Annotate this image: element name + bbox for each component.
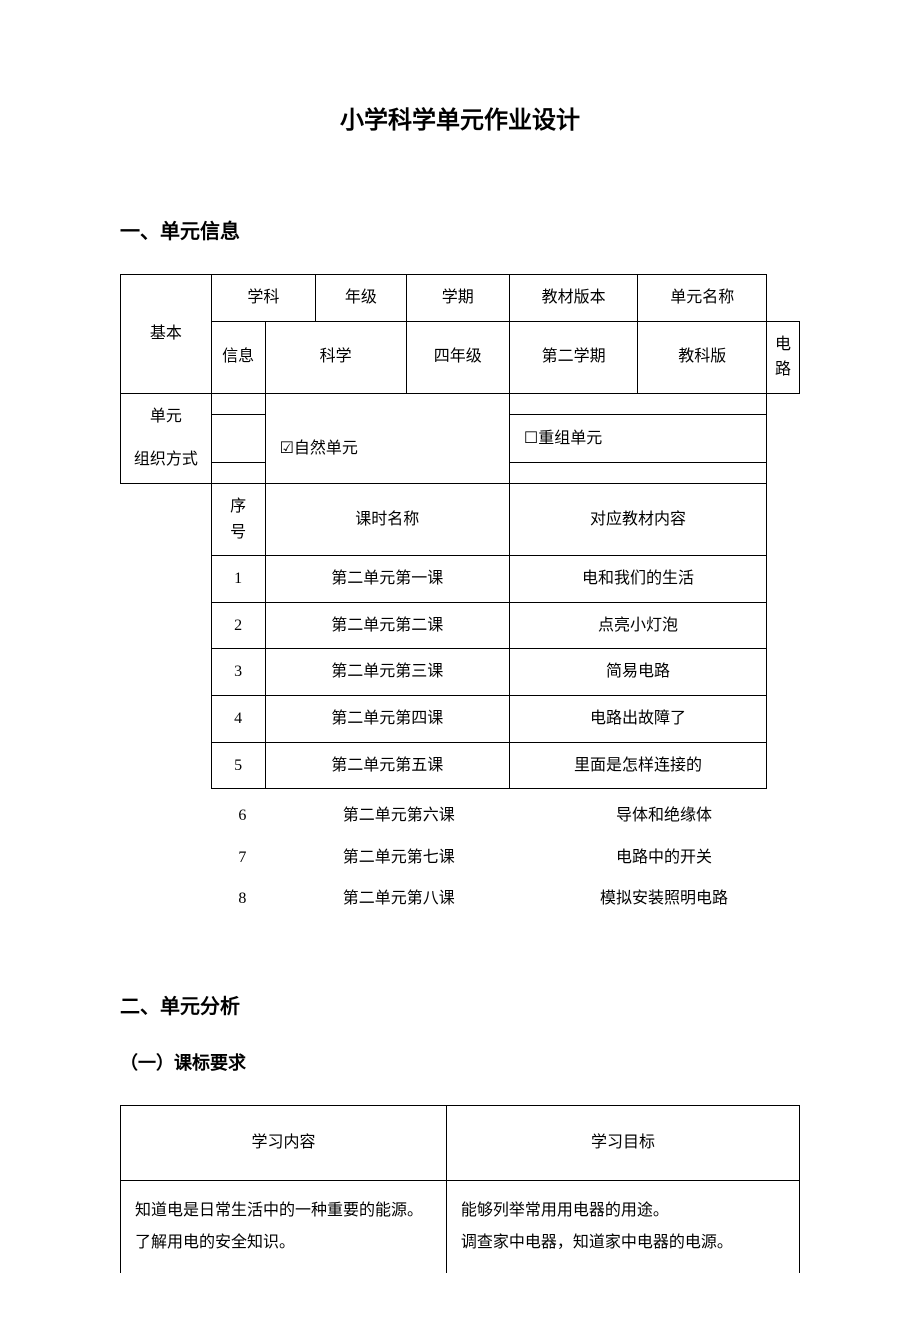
empty-cell	[265, 393, 509, 414]
empty-cell	[211, 414, 265, 462]
page-title: 小学科学单元作业设计	[120, 100, 800, 135]
lesson-content: 电和我们的生活	[509, 556, 766, 603]
empty-side	[121, 649, 212, 696]
info-label: 信息	[211, 321, 265, 393]
empty-cell	[211, 462, 265, 483]
lesson-content: 电路中的开关	[528, 837, 800, 879]
lesson-name: 第二单元第四课	[265, 695, 509, 742]
lesson-name: 第二单元第八课	[270, 878, 528, 920]
unit-info-table: 基本 学科 年级 学期 教材版本 单元名称 信息 科学 四年级 第二学期 教科版…	[120, 274, 800, 789]
header-grade: 年级	[316, 275, 407, 322]
lesson-seq: 1	[211, 556, 265, 603]
lesson-content: 导体和绝缘体	[528, 795, 800, 837]
lesson-name: 第二单元第二课	[265, 602, 509, 649]
lesson-seq: 5	[211, 742, 265, 789]
unit-org-label: 单元 组织方式	[121, 393, 212, 483]
standard-table: 学习内容 学习目标 知道电是日常生活中的一种重要的能源。了解用电的安全知识。 能…	[120, 1105, 800, 1273]
checkbox-reorg: ☐重组单元	[509, 414, 766, 462]
value-grade: 四年级	[406, 321, 509, 393]
lesson-content: 简易电路	[509, 649, 766, 696]
lesson-name: 第二单元第一课	[265, 556, 509, 603]
section-1-heading: 一、单元信息	[120, 215, 800, 244]
lesson-seq: 3	[211, 649, 265, 696]
lesson-name: 第二单元第三课	[265, 649, 509, 696]
extra-lessons-table: 6 第二单元第六课 导体和绝缘体 7 第二单元第七课 电路中的开关 8 第二单元…	[120, 795, 800, 920]
header-textbook: 教材版本	[509, 275, 638, 322]
value-textbook: 教科版	[638, 321, 767, 393]
value-unitname: 电路	[766, 321, 799, 393]
section-2-heading: 二、单元分析	[120, 990, 800, 1019]
header-semester: 学期	[406, 275, 509, 322]
empty-side	[121, 602, 212, 649]
lesson-seq: 6	[215, 795, 269, 837]
empty-side	[120, 837, 215, 879]
empty-side	[121, 742, 212, 789]
lesson-content: 电路出故障了	[509, 695, 766, 742]
empty-side	[121, 556, 212, 603]
empty-cell	[211, 393, 265, 414]
header-lesson-name: 课时名称	[265, 483, 509, 555]
lesson-content: 模拟安装照明电路	[528, 878, 800, 920]
lesson-name: 第二单元第七课	[270, 837, 528, 879]
learn-content-1: 知道电是日常生活中的一种重要的能源。了解用电的安全知识。	[121, 1180, 447, 1273]
empty-cell	[509, 393, 766, 414]
lesson-seq: 2	[211, 602, 265, 649]
lesson-name: 第二单元第六课	[270, 795, 528, 837]
unit-label-text: 单元	[129, 404, 203, 430]
lesson-content: 里面是怎样连接的	[509, 742, 766, 789]
value-subject: 科学	[265, 321, 406, 393]
empty-side	[121, 483, 212, 555]
lesson-name: 第二单元第五课	[265, 742, 509, 789]
header-seq: 序 号	[211, 483, 265, 555]
value-semester: 第二学期	[509, 321, 638, 393]
basic-label: 基本	[121, 275, 212, 394]
lesson-seq: 4	[211, 695, 265, 742]
header-lesson-content: 对应教材内容	[509, 483, 766, 555]
header-learn-content: 学习内容	[121, 1105, 447, 1180]
lesson-seq: 8	[215, 878, 269, 920]
learn-goal-1: 能够列举常用用电器的用途。 调查家中电器，知道家中电器的电源。	[446, 1180, 799, 1273]
empty-side	[121, 695, 212, 742]
org-label-text: 组织方式	[129, 447, 203, 473]
checkbox-natural: ☑自然单元	[265, 414, 509, 483]
lesson-seq: 7	[215, 837, 269, 879]
header-subject: 学科	[211, 275, 315, 322]
subsection-2-1-heading: （一）课标要求	[120, 1049, 800, 1075]
header-learn-goal: 学习目标	[446, 1105, 799, 1180]
empty-side	[120, 878, 215, 920]
lesson-content: 点亮小灯泡	[509, 602, 766, 649]
empty-side	[120, 795, 215, 837]
empty-cell	[509, 462, 766, 483]
header-unitname: 单元名称	[638, 275, 767, 322]
